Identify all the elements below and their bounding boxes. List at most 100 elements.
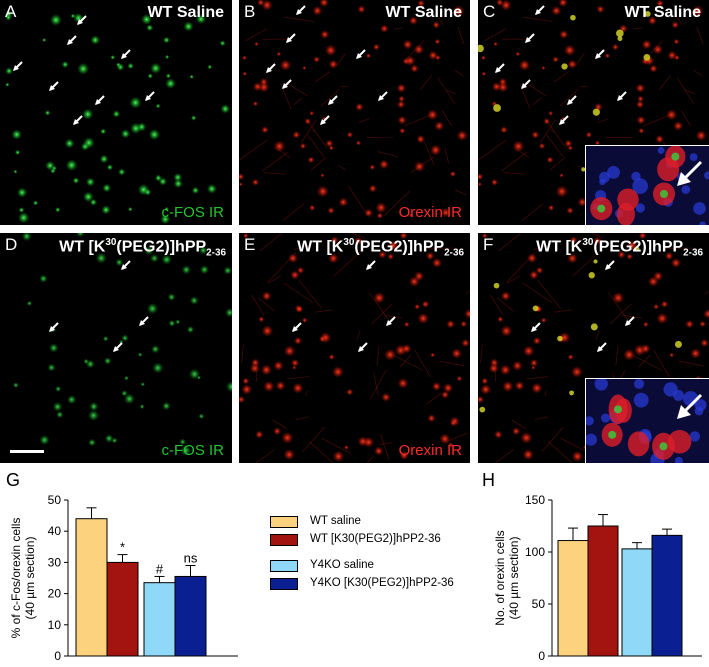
panel-title: WT [K30(PEG2)]hPP2-36: [59, 237, 226, 259]
arrow-marker: [605, 260, 615, 270]
stain-label: Orexin IR: [398, 204, 462, 221]
arrow-marker: [282, 79, 292, 89]
legend-swatch: [270, 534, 298, 546]
bar-2: [106, 554, 139, 657]
panel-letter: F: [483, 235, 494, 254]
arrow-marker: [139, 316, 149, 326]
y-tick-label: 20: [48, 587, 62, 601]
bar-2: [587, 514, 619, 657]
arrow-marker: [625, 316, 635, 326]
legend-label: WT [K30(PEG2)]hPP2-36: [310, 533, 441, 545]
bar-4: [651, 528, 683, 657]
panel-title: WT Saline: [385, 4, 462, 21]
stain-label: c-FOS IR: [161, 442, 225, 459]
y-tick-label: 50: [48, 493, 62, 507]
y-tick-label: 40: [48, 524, 62, 538]
y-axis-label: No. of orexin cells(40 µm section): [493, 530, 521, 625]
panel-letter-g: G: [6, 470, 21, 490]
legend-swatch: [270, 578, 298, 590]
legend-label: Y4KO [K30(PEG2)]hPP2-36: [310, 577, 454, 589]
arrow-marker: [286, 33, 296, 43]
arrow-marker: [617, 91, 627, 101]
arrow-marker: [67, 35, 77, 45]
inset-f: [585, 378, 709, 463]
arrow-marker: [597, 342, 607, 352]
arrow-marker: [378, 91, 388, 101]
panel-b: B WT Saline Orexin IR: [239, 0, 470, 225]
micrograph-b: [239, 0, 468, 221]
arrow-marker: [296, 5, 306, 15]
y-tick-label: 10: [48, 618, 62, 632]
panel-title: WT [K30(PEG2)]hPP2-36: [536, 237, 703, 259]
arrow-marker: [77, 15, 87, 25]
inset-arrow: [677, 160, 703, 186]
panel-title: WT Saline: [147, 4, 224, 21]
arrow-marker: [535, 5, 545, 15]
scale-bar: [10, 450, 44, 453]
bar-3: [143, 575, 176, 657]
bar-1: [75, 507, 108, 657]
legend-label: Y4KO saline: [310, 559, 374, 571]
micrograph-a: [5, 10, 231, 225]
panel-e: E WT [K30(PEG2)]hPP2-36 Orexin IR: [239, 233, 470, 463]
arrow-marker: [113, 342, 123, 352]
arrow-marker: [145, 91, 155, 101]
bar-1: [557, 527, 589, 657]
arrow-marker: [121, 49, 131, 59]
panel-title: WT Saline: [624, 4, 701, 21]
arrow-marker: [386, 316, 396, 326]
panel-a: A WT Saline c-FOS IR: [0, 0, 232, 225]
arrow-marker: [292, 322, 302, 332]
panel-d: D WT [K30(PEG2)]hPP2-36 c-FOS IR: [0, 233, 232, 463]
inset-c: [585, 145, 709, 225]
legend-label: WT saline: [310, 515, 361, 527]
inset-arrow: [677, 393, 703, 419]
inset-image-f: [586, 379, 709, 463]
arrow-marker: [531, 322, 541, 332]
panel-letter: A: [5, 2, 17, 21]
panel-c: C WT Saline: [478, 0, 709, 225]
arrow-marker: [320, 115, 330, 125]
significance-label: #: [156, 561, 164, 576]
panel-title: WT [K30(PEG2)]hPP2-36: [297, 237, 464, 259]
arrow-marker: [358, 342, 368, 352]
legend-swatch: [270, 516, 298, 528]
y-tick-label: 100: [525, 545, 545, 559]
panel-letter: B: [244, 2, 256, 21]
panel-f: F WT [K30(PEG2)]hPP2-36: [478, 233, 709, 463]
panel-letter: C: [483, 2, 496, 21]
arrow-marker: [13, 61, 23, 71]
y-tick-label: 0: [538, 649, 545, 663]
chart-h: No. of orexin cells(40 µm section) 0 50 100…: [493, 493, 702, 663]
significance-label: ns: [184, 551, 198, 566]
y-axis-label: % of c-Fos/orexin cells(40 µm section): [9, 518, 37, 639]
y-tick-label: 0: [54, 649, 61, 663]
micrograph-e: [239, 233, 470, 463]
panel-letter: D: [5, 235, 18, 254]
panel-letter: E: [244, 235, 256, 254]
stain-label: c-FOS IR: [161, 204, 225, 221]
bar-4: [174, 565, 207, 657]
arrow-marker: [328, 95, 338, 105]
micrograph-d: [12, 233, 232, 456]
arrow-marker: [567, 95, 577, 105]
arrow-marker: [595, 49, 605, 59]
y-tick-label: 150: [525, 493, 545, 507]
arrow-marker: [73, 115, 83, 125]
arrow-marker: [95, 95, 105, 105]
y-tick-label: 50: [532, 597, 546, 611]
panel-letter-h: H: [482, 470, 495, 490]
stain-label: Orexin IR: [398, 442, 462, 459]
arrow-marker: [121, 260, 131, 270]
legend-swatch: [270, 560, 298, 572]
arrow-marker: [356, 49, 366, 59]
y-tick-label: 30: [48, 555, 62, 569]
arrow-marker: [559, 115, 569, 125]
arrow-marker: [521, 79, 531, 89]
arrow-marker: [525, 33, 535, 43]
arrow-marker: [49, 81, 59, 91]
arrow-marker: [366, 260, 376, 270]
arrow-marker: [495, 63, 505, 73]
arrow-marker: [266, 63, 276, 73]
inset-image-c: [586, 146, 709, 225]
